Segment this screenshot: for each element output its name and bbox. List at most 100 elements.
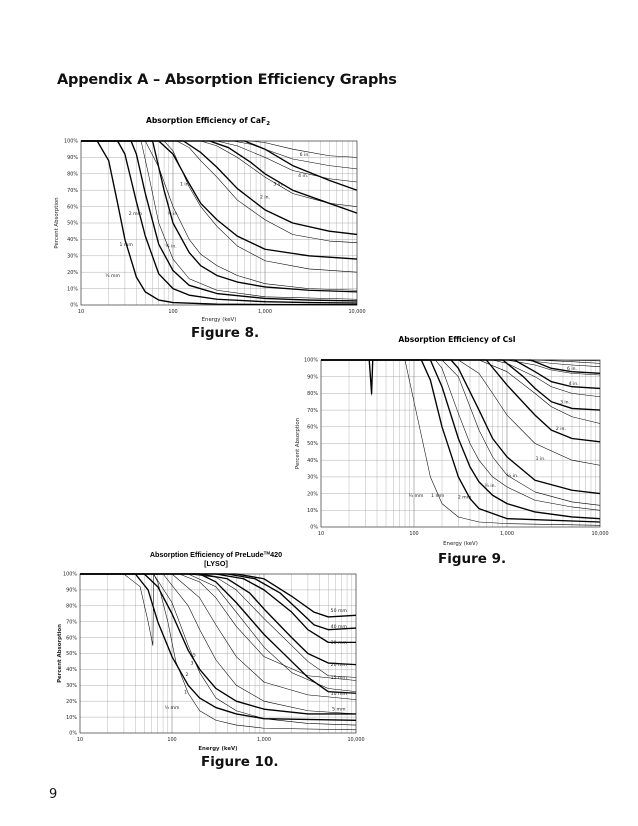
series-line [81,140,358,300]
series-line [81,140,358,191]
y-tick-label: 80% [307,391,318,397]
y-axis-label: Percent Absorption [57,624,63,683]
y-tick-label: 0% [70,303,78,309]
series-line [80,573,357,666]
y-tick-label: 90% [67,155,78,161]
series-label: 50 mm [331,608,348,614]
y-tick-label: 60% [66,635,77,641]
series-line [81,140,358,260]
series-line [80,573,357,692]
series-label: 6 in. [300,152,310,158]
series-line [80,573,356,715]
series-label: 1 mm [431,493,445,499]
y-tick-label: 10% [66,715,77,721]
x-tick-label: 10 [77,737,83,743]
series-line [321,359,601,466]
series-line [80,573,357,618]
series-line [321,359,601,520]
y-tick-label: 90% [307,374,318,380]
y-tick-label: 100% [304,358,318,364]
x-tick-label: 10,000 [348,309,365,315]
y-axis-label: Percent Absorption [54,197,60,248]
series-line [81,140,358,243]
series-label: ¼ in. [165,244,177,250]
x-tick-label: 1,000 [258,309,272,315]
x-axis-label: Energy (keV) [198,746,237,752]
series-line [81,140,358,291]
series-line [81,140,358,293]
series-line [321,359,601,375]
series-line [81,140,358,214]
series-label: ½ in. [167,210,179,217]
y-tick-label: 20% [66,699,77,705]
series-line [81,140,358,302]
x-tick-label: 1,000 [500,531,514,537]
series-line [81,140,358,304]
y-tick-label: 30% [67,254,78,260]
y-tick-label: 100% [64,139,78,145]
y-tick-label: 40% [66,667,77,673]
x-tick-label: 100 [167,737,176,743]
y-axis-label: Percent Absorption [295,418,301,469]
y-tick-label: 40% [307,458,318,464]
series-label: 40 mm [331,624,348,630]
series-label: 3 [191,661,194,667]
y-tick-label: 0% [310,525,318,531]
y-tick-label: 80% [67,172,78,178]
series-line [80,573,357,726]
y-tick-label: 60% [307,425,318,431]
series-label: 2 in. [556,426,566,432]
y-tick-label: 40% [67,237,78,243]
y-tick-label: 0% [69,731,77,737]
y-tick-label: 90% [66,588,77,594]
series-line [80,573,357,715]
x-tick-label: 10,000 [347,737,364,743]
y-tick-label: 50% [307,441,318,447]
series-label: 1 in. [180,181,190,187]
y-tick-label: 60% [67,204,78,210]
y-tick-label: 70% [67,188,78,194]
y-tick-label: 50% [67,221,78,227]
series-line [81,140,358,306]
y-tick-label: 100% [63,572,77,578]
series-line [321,359,601,495]
series-line [321,359,601,511]
series-label: 3 in. [560,399,570,405]
series-label: ¼ mm [409,493,424,499]
series-label: 30 mm [331,640,348,646]
figure-10-caption: Figure 10. [201,754,279,770]
chart-title: Absorption Efficiency of PreLudeTM420 [150,550,282,559]
y-tick-label: 10% [307,508,318,514]
series-label: 6 in. [567,366,577,372]
x-tick-label: 100 [409,531,418,537]
chart-title: Absorption Efficiency of CaF2 [146,116,270,127]
series-line [80,573,357,681]
chart-title: Absorption Efficiency of CsI [398,335,515,344]
figure-9-caption: Figure 9. [438,551,507,567]
series-line [81,140,358,236]
y-tick-label: 50% [66,651,77,657]
series-line [321,359,601,523]
series-label: 4 in. [569,381,579,387]
y-tick-label: 70% [66,619,77,625]
series-line [321,359,601,506]
series-label: 20 mm [331,662,348,668]
x-tick-label: 1,000 [257,737,271,743]
page-number: 9 [49,787,58,802]
series-label: 2 in. [260,194,270,200]
y-tick-label: 20% [67,270,78,276]
chart-title-line2: [LYSO] [204,559,228,568]
y-tick-label: 30% [66,683,77,689]
series-label: ¼ in. [484,483,496,489]
series-label: 3 in. [273,181,283,187]
series-label: 1 in. [536,456,546,462]
series-label: 1 mm [120,242,134,248]
x-axis-label: Energy (keV) [443,541,478,547]
series-line [81,140,358,273]
series-label: ¼ mm [105,273,120,279]
series-label: 15 mm [331,675,348,681]
x-tick-label: 100 [168,309,177,315]
series-line [80,573,357,700]
figure-8-caption: Figure 8. [191,325,260,341]
series-line [80,573,357,631]
